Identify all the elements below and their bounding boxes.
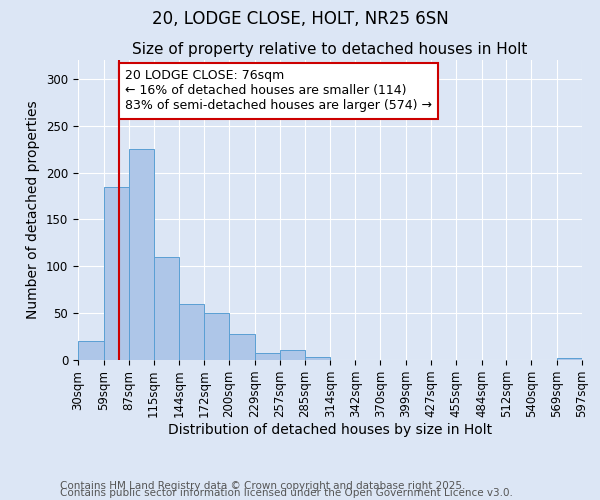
Bar bbox=[104, 186, 128, 360]
Y-axis label: Number of detached properties: Number of detached properties bbox=[26, 100, 40, 320]
Bar bbox=[280, 350, 305, 360]
Text: Contains public sector information licensed under the Open Government Licence v3: Contains public sector information licen… bbox=[60, 488, 513, 498]
Text: 20, LODGE CLOSE, HOLT, NR25 6SN: 20, LODGE CLOSE, HOLT, NR25 6SN bbox=[152, 10, 448, 28]
Bar bbox=[128, 149, 154, 360]
Bar bbox=[255, 352, 280, 360]
Text: 20 LODGE CLOSE: 76sqm
← 16% of detached houses are smaller (114)
83% of semi-det: 20 LODGE CLOSE: 76sqm ← 16% of detached … bbox=[125, 70, 432, 112]
Text: Contains HM Land Registry data © Crown copyright and database right 2025.: Contains HM Land Registry data © Crown c… bbox=[60, 481, 466, 491]
Bar bbox=[204, 313, 229, 360]
Bar bbox=[557, 358, 582, 360]
X-axis label: Distribution of detached houses by size in Holt: Distribution of detached houses by size … bbox=[168, 423, 492, 437]
Title: Size of property relative to detached houses in Holt: Size of property relative to detached ho… bbox=[133, 42, 527, 58]
Bar bbox=[154, 257, 179, 360]
Bar bbox=[305, 357, 331, 360]
Bar bbox=[179, 304, 204, 360]
Bar bbox=[78, 341, 104, 360]
Bar bbox=[229, 334, 255, 360]
